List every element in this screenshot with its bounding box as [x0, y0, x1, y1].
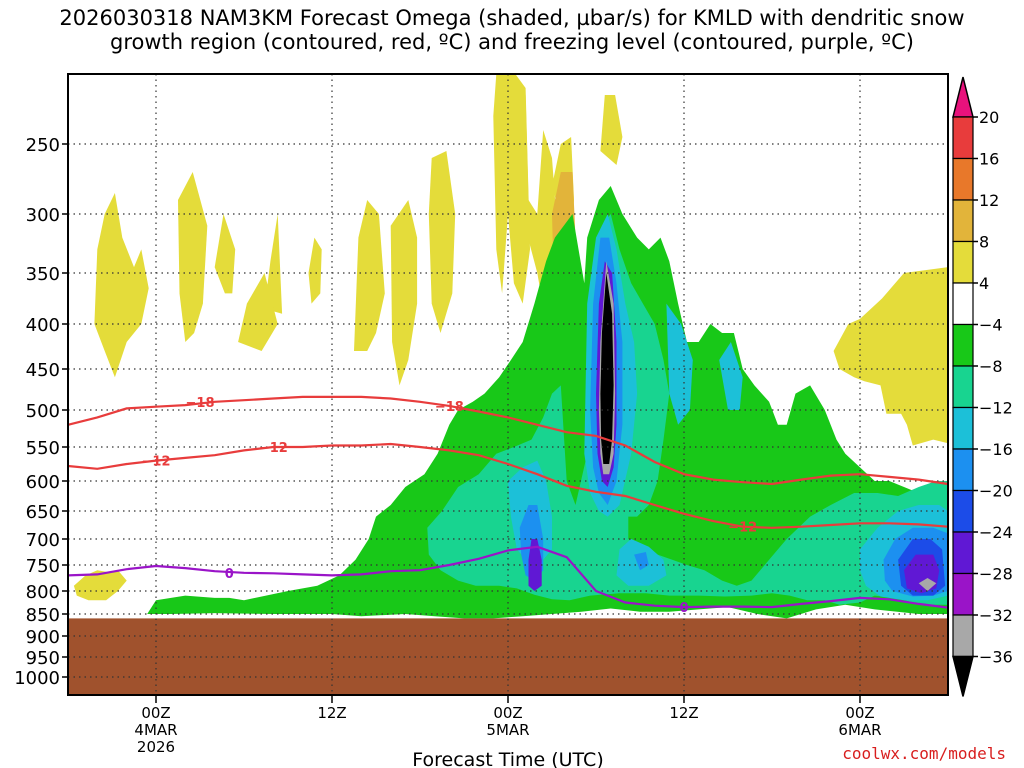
colorbar-segment-5: [952, 282, 974, 326]
y-tick-label-400: 400: [26, 315, 60, 336]
contour-label-0: −18: [435, 400, 464, 415]
omega-region-30: [719, 342, 743, 410]
gridlines: [68, 74, 948, 695]
plot-area: [68, 74, 948, 695]
colorbar-segment-2: [952, 157, 974, 201]
colorbar-label-10: −24: [979, 523, 1013, 542]
y-tick-label-450: 450: [26, 360, 60, 381]
contour-line-2: [67, 545, 949, 609]
y-tick-label-650: 650: [26, 502, 60, 523]
colorbar-label-1: 16: [979, 150, 999, 169]
y-tick-label-750: 750: [26, 556, 60, 577]
colorbar-label-3: 8: [979, 233, 989, 252]
colorbar-label-4: 4: [979, 274, 989, 293]
x-tick-date-30: 5MAR: [486, 721, 529, 739]
colorbar-label-0: 20: [979, 108, 999, 127]
y-tick-label-250: 250: [26, 135, 60, 156]
omega-region-24: [427, 214, 948, 605]
colorbar-segment-7: [952, 365, 974, 409]
omega-region-36: [528, 539, 542, 591]
colorbar-segment-1: [952, 116, 974, 160]
y-tick-label-550: 550: [26, 438, 60, 459]
colorbar-label-8: −16: [979, 440, 1013, 459]
colorbar-segment-3: [952, 199, 974, 243]
x-tick-label-18: 12Z: [317, 704, 346, 722]
colorbar-segment-9: [952, 448, 974, 492]
contour-label-1: −12: [142, 455, 171, 470]
colorbar-label-7: −12: [979, 399, 1013, 418]
y-tick-label-500: 500: [26, 401, 60, 422]
omega-region-8: [428, 151, 456, 333]
colorbar-label-6: −8: [979, 357, 1003, 376]
colorbar-segment-12: [952, 572, 974, 616]
colorbar-label-2: 12: [979, 191, 999, 210]
y-tick-label-300: 300: [26, 205, 60, 226]
contour-line-1: [67, 442, 949, 529]
colorbar-segment-bottom-arrow: [952, 655, 974, 697]
omega-region-1: [178, 172, 208, 342]
colorbar-segment-4: [952, 240, 974, 284]
omega-region-4: [238, 273, 278, 351]
x-tick-label-6: 00Z: [141, 704, 170, 722]
x-tick-label-54: 00Z: [845, 704, 874, 722]
chart-title-line2: growth region (contoured, red, ºC) and f…: [110, 30, 914, 54]
chart-title: 2026030318 NAM3KM Forecast Omega (shaded…: [0, 6, 1024, 54]
y-tick-label-700: 700: [26, 530, 60, 551]
contour-label-0: −18: [186, 396, 215, 411]
contour-label-1: −12: [259, 441, 288, 456]
colorbar-segment-11: [952, 531, 974, 575]
x-tick-year-6: 2026: [137, 738, 175, 756]
omega-region-0: [94, 193, 149, 378]
colorbar-segment-13: [952, 614, 974, 658]
y-tick-label-1000: 1000: [14, 668, 60, 689]
x-tick-label-42: 12Z: [669, 704, 698, 722]
colorbar-label-12: −32: [979, 606, 1013, 625]
y-tick-label-350: 350: [26, 264, 60, 285]
omega-region-3: [264, 214, 283, 314]
omega-region-12: [600, 95, 623, 165]
omega-region-15: [833, 267, 948, 446]
y-axis: 2503003504004505005506006507007508008509…: [14, 135, 68, 689]
omega-region-34: [634, 552, 649, 571]
x-tick-label-30: 00Z: [493, 704, 522, 722]
omega-region-6: [354, 200, 385, 351]
colorbar-segment-8: [952, 406, 974, 450]
omega-region-2: [214, 214, 236, 294]
y-tick-label-950: 950: [26, 648, 60, 669]
contour-label-1: −12: [728, 521, 757, 536]
credit-text: coolwx.com/models: [842, 744, 1006, 763]
colorbar-label-13: −36: [979, 648, 1013, 667]
y-tick-label-850: 850: [26, 605, 60, 626]
omega-region-7: [390, 200, 418, 386]
omega-region-39: [918, 578, 937, 591]
x-tick-date-54: 6MAR: [838, 721, 881, 739]
contour-label-2: 0: [679, 601, 688, 616]
x-tick-date-6: 4MAR: [134, 721, 177, 739]
omega-region-23: [147, 186, 948, 619]
y-tick-label-800: 800: [26, 582, 60, 603]
omega-region-5: [308, 237, 322, 304]
colorbar-segment-10: [952, 489, 974, 533]
contour-lines: −18 −18 −12 −12 −12 0 0: [67, 395, 949, 616]
colorbar: 20 16 12 8 4 −4 −8 −12 −16 −20 −24 −28 −32 −36: [952, 76, 1013, 697]
y-tick-label-900: 900: [26, 627, 60, 648]
colorbar-label-11: −28: [979, 565, 1013, 584]
colorbar-label-5: −4: [979, 316, 1003, 335]
y-tick-label-600: 600: [26, 472, 60, 493]
contour-line-0: [67, 395, 949, 486]
colorbar-label-9: −20: [979, 482, 1013, 501]
omega-region-29: [666, 303, 693, 425]
colorbar-segment-6: [952, 323, 974, 367]
x-axis-title: Forecast Time (UTC): [412, 749, 603, 768]
contour-label-2: 0: [225, 567, 234, 582]
omega-region-16: [73, 570, 127, 601]
colorbar-segment-top-arrow: [952, 76, 974, 118]
chart-title-line1: 2026030318 NAM3KM Forecast Omega (shaded…: [59, 6, 965, 30]
